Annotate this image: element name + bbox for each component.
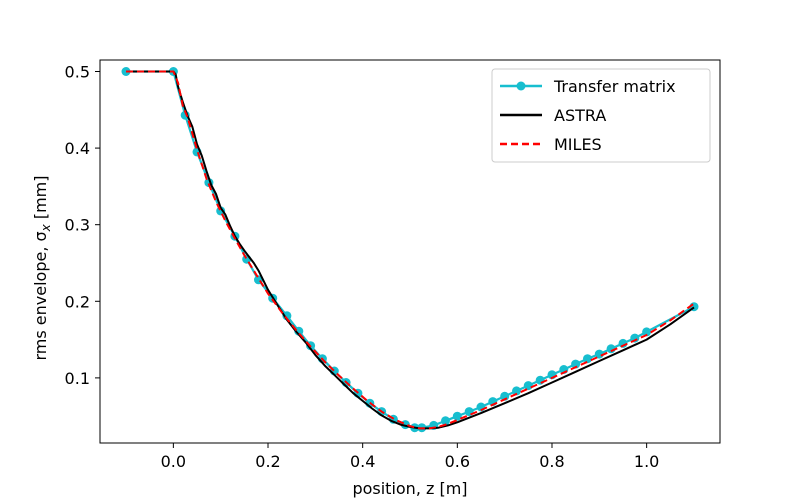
series-group bbox=[121, 67, 699, 433]
x-tick-label: 0.2 bbox=[255, 452, 280, 471]
legend-label-astra: ASTRA bbox=[554, 106, 606, 125]
legend-label-transfer-matrix: Transfer matrix bbox=[553, 77, 676, 96]
x-tick-label: 0.6 bbox=[445, 452, 470, 471]
data-point bbox=[642, 327, 652, 337]
x-tick-label: 0.8 bbox=[539, 452, 564, 471]
plot-frame bbox=[99, 59, 721, 444]
y-tick-label: 0.5 bbox=[65, 62, 90, 81]
data-point bbox=[512, 386, 521, 396]
x-tick-label: 0.0 bbox=[161, 452, 186, 471]
y-axis-label-main: rms envelope, σ bbox=[31, 231, 50, 360]
y-axis-label-unit: [mm] bbox=[31, 175, 50, 224]
y-axis-label-subscript: x bbox=[39, 223, 53, 232]
legend-box bbox=[491, 68, 711, 163]
legend-label-miles: MILES bbox=[554, 135, 602, 154]
data-point bbox=[452, 411, 462, 421]
series-line-astra bbox=[126, 70, 695, 430]
y-axis-label: rms envelope, σx [mm] bbox=[31, 175, 53, 360]
y-tick-label: 0.3 bbox=[65, 216, 90, 235]
data-point bbox=[583, 354, 592, 364]
data-point bbox=[441, 416, 450, 426]
y-tick-label: 0.4 bbox=[65, 139, 90, 158]
plot-area bbox=[121, 67, 699, 433]
x-tick-label: 0.4 bbox=[350, 452, 375, 471]
data-point bbox=[535, 375, 545, 385]
axes: 0.0 0.2 0.4 0.6 0.8 1.0 0.1 0.2 0.3 0.4 0.5 bbox=[65, 59, 721, 471]
y-tick-label: 0.1 bbox=[65, 369, 90, 388]
y-tick-label: 0.2 bbox=[65, 292, 90, 311]
x-tick-label: 1.0 bbox=[634, 452, 659, 471]
legend: Transfer matrix ASTRA MILES bbox=[491, 68, 711, 163]
data-point bbox=[523, 381, 533, 391]
data-point bbox=[571, 359, 581, 369]
legend-marker bbox=[516, 81, 526, 91]
x-axis-label: position, z [m] bbox=[352, 479, 467, 498]
